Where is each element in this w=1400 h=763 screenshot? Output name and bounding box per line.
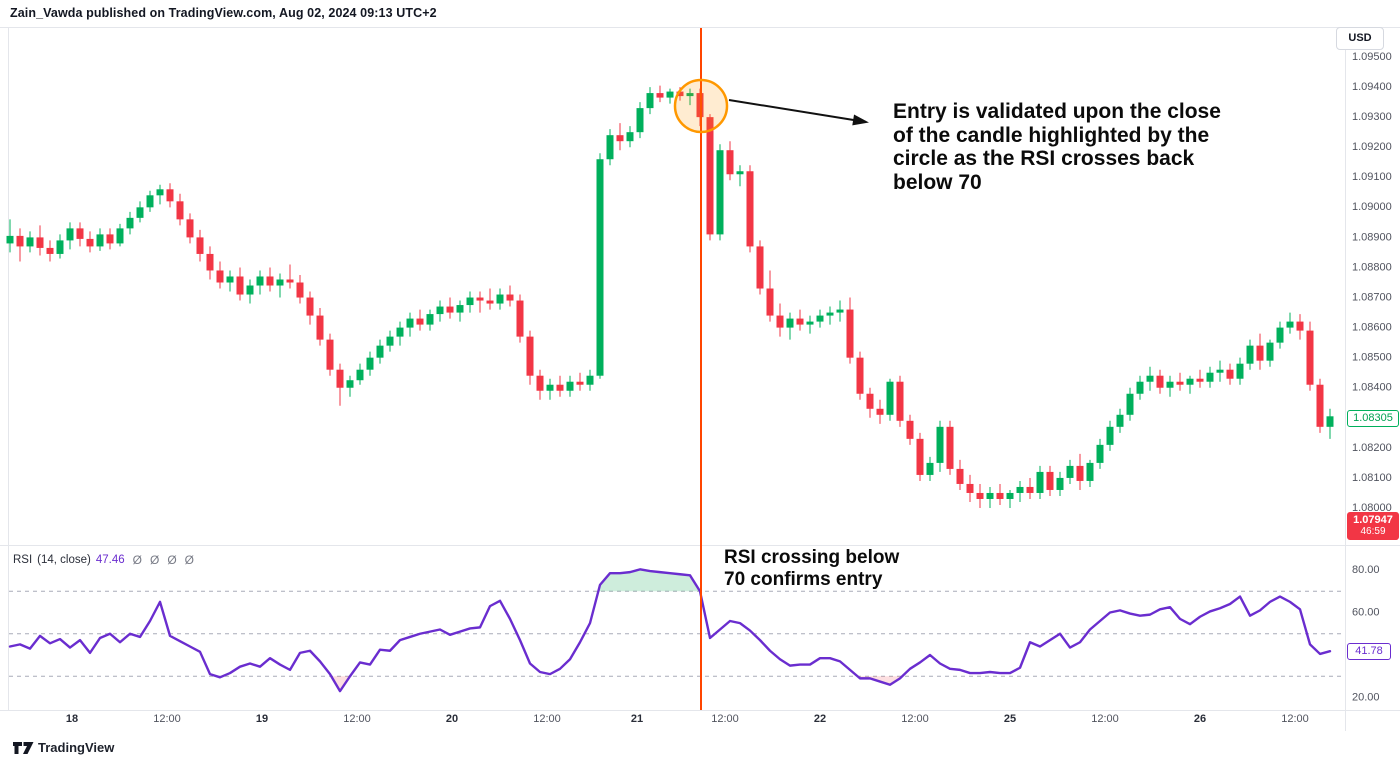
- rsi-annotation-text: RSI crossing below 70 confirms entry: [724, 547, 984, 591]
- price-axis-label: 1.08500: [1352, 352, 1392, 364]
- price-axis-label: 1.09200: [1352, 141, 1392, 153]
- rsi-scale[interactable]: 80.00 60.00 20.00: [1352, 564, 1380, 704]
- price-axis-label: 1.09100: [1352, 171, 1392, 183]
- price-axis-label: 1.08000: [1352, 502, 1392, 514]
- currency-button[interactable]: USD: [1336, 27, 1384, 50]
- time-axis-label: 12:00: [1091, 713, 1119, 725]
- time-axis-label: 21: [631, 713, 643, 725]
- indicator-action-icon[interactable]: Ø: [167, 553, 177, 567]
- candlestick-series[interactable]: [6, 85, 1334, 509]
- entry-circle-annotation[interactable]: [673, 78, 729, 134]
- footer-bar: TradingView: [0, 731, 1400, 763]
- time-axis-label: 12:00: [343, 713, 371, 725]
- time-axis-label: 26: [1194, 713, 1206, 725]
- rsi-axis-label: 80.00: [1352, 564, 1380, 576]
- entry-annotation-text: Entry is validated upon the close of the…: [893, 100, 1293, 194]
- price-axis-label: 1.08400: [1352, 382, 1392, 394]
- indicator-params: (14, close): [37, 554, 91, 566]
- tradingview-brand-text[interactable]: TradingView: [38, 740, 115, 755]
- countdown-price-badge: 1.07947 46:59: [1347, 512, 1399, 540]
- price-axis-label: 1.08700: [1352, 291, 1392, 303]
- time-axis-label: 25: [1004, 713, 1016, 725]
- indicator-legend: RSI (14, close) 47.46 Ø Ø Ø Ø: [13, 553, 194, 567]
- rsi-axis-label: 60.00: [1352, 606, 1380, 618]
- price-axis-label: 1.08900: [1352, 231, 1392, 243]
- price-axis-label: 1.08100: [1352, 472, 1392, 484]
- time-axis-label: 12:00: [153, 713, 181, 725]
- time-axis-label: 20: [446, 713, 458, 725]
- rsi-annotation-line: RSI crossing below: [724, 547, 900, 568]
- price-axis-label: 1.08200: [1352, 442, 1392, 454]
- indicator-action-icon[interactable]: Ø: [184, 553, 195, 567]
- time-axis-label: 12:00: [901, 713, 929, 725]
- last-price-badge: 1.08305: [1347, 410, 1399, 427]
- divider-time-axis: [0, 710, 1400, 711]
- indicator-name[interactable]: RSI: [13, 554, 33, 566]
- price-axis-label: 1.08800: [1352, 261, 1392, 273]
- time-scale[interactable]: 18 12:00 19 12:00 20 12:00 21 12:00 22 12:00 25 12:…: [66, 713, 1309, 725]
- rsi-value-badge: 41.78: [1347, 643, 1391, 660]
- indicator-action-icon[interactable]: Ø: [149, 553, 160, 567]
- entry-annotation-line: circle as the RSI crosses back: [893, 147, 1195, 170]
- divider-header: [0, 27, 1400, 28]
- price-axis-label: 1.09300: [1352, 111, 1392, 123]
- arrow-annotation[interactable]: [728, 99, 867, 123]
- time-axis-label: 12:00: [711, 713, 739, 725]
- countdown-price: 1.07947: [1353, 514, 1393, 526]
- entry-annotation-line: below 70: [893, 170, 982, 194]
- time-axis-label: 12:00: [1281, 713, 1309, 725]
- price-axis-label: 1.08600: [1352, 322, 1392, 334]
- time-axis-label: 22: [814, 713, 826, 725]
- indicator-value: 47.46: [95, 554, 125, 566]
- publish-header: Zain_Vawda published on TradingView.com,…: [10, 6, 437, 20]
- price-axis-label: 1.09400: [1352, 81, 1392, 93]
- rsi-annotation-line: 70 confirms entry: [724, 569, 883, 590]
- entry-annotation-line: Entry is validated upon the close: [893, 100, 1221, 123]
- price-scale[interactable]: 1.09500 1.09400 1.09300 1.09200 1.09100 1.090…: [1352, 51, 1392, 514]
- rsi-oversold-fill: [216, 676, 903, 692]
- rsi-level-lines: [9, 590, 1344, 677]
- time-axis-label: 19: [256, 713, 268, 725]
- rsi-axis-label: 20.00: [1352, 691, 1380, 703]
- time-axis-label: 12:00: [533, 713, 561, 725]
- price-axis-label: 1.09500: [1352, 51, 1392, 63]
- price-axis-label: 1.09000: [1352, 201, 1392, 213]
- entry-annotation-line: of the candle highlighted by the: [893, 123, 1210, 147]
- price-scale-edge[interactable]: [1345, 27, 1346, 731]
- rsi-line[interactable]: [8, 568, 1332, 693]
- time-axis-label: 18: [66, 713, 78, 725]
- countdown-timer: 46:59: [1360, 526, 1386, 537]
- indicator-action-icon[interactable]: Ø: [132, 553, 142, 567]
- pane-left-edge: [8, 27, 9, 710]
- arrow-head: [852, 114, 869, 126]
- tradingview-logo-icon[interactable]: [12, 740, 36, 756]
